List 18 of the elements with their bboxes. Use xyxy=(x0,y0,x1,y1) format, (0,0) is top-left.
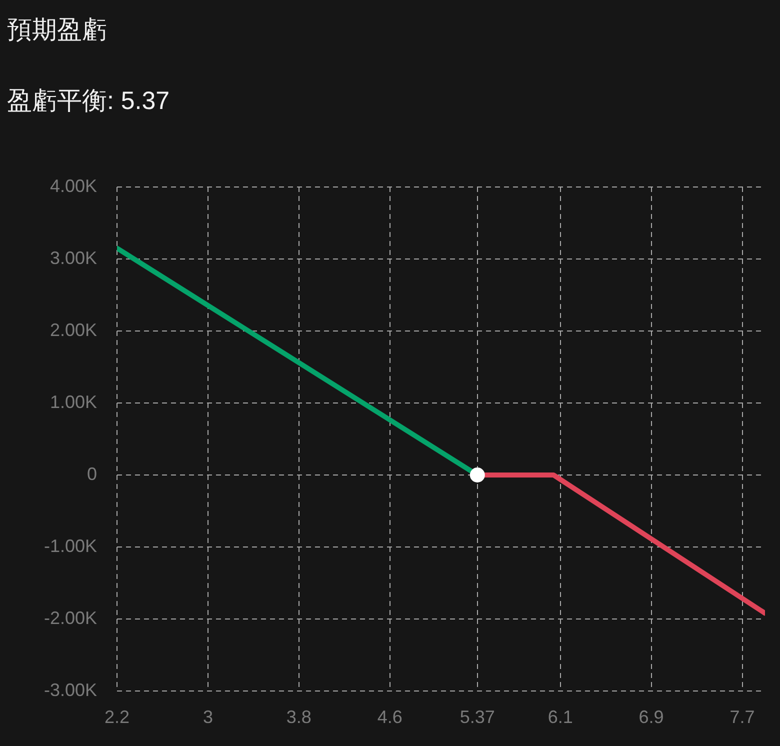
y-tick-label: -1.00K xyxy=(44,536,97,556)
y-tick-label: 1.00K xyxy=(50,392,97,412)
x-tick-label: 7.7 xyxy=(730,706,755,727)
x-tick-label: 6.9 xyxy=(638,706,664,727)
x-tick-label: 5.37 xyxy=(460,706,495,727)
y-tick-label: 2.00K xyxy=(50,320,97,340)
y-tick-label: -2.00K xyxy=(44,608,97,628)
chart-subtitle: 盈虧平衡: 5.37 xyxy=(7,86,170,117)
x-tick-label: 3 xyxy=(202,706,213,727)
y-tick-label: 0 xyxy=(86,464,97,484)
x-tick-label: 4.6 xyxy=(377,706,402,727)
x-tick-label: 2.2 xyxy=(104,706,130,727)
x-tick-label: 6.1 xyxy=(548,706,573,727)
chart-title: 預期盈虧 xyxy=(7,15,107,46)
y-tick-label: 4.00K xyxy=(50,176,97,196)
x-tick-label: 3.8 xyxy=(286,706,312,727)
y-tick-label: 3.00K xyxy=(50,248,97,268)
y-tick-label: -3.00K xyxy=(44,680,97,700)
